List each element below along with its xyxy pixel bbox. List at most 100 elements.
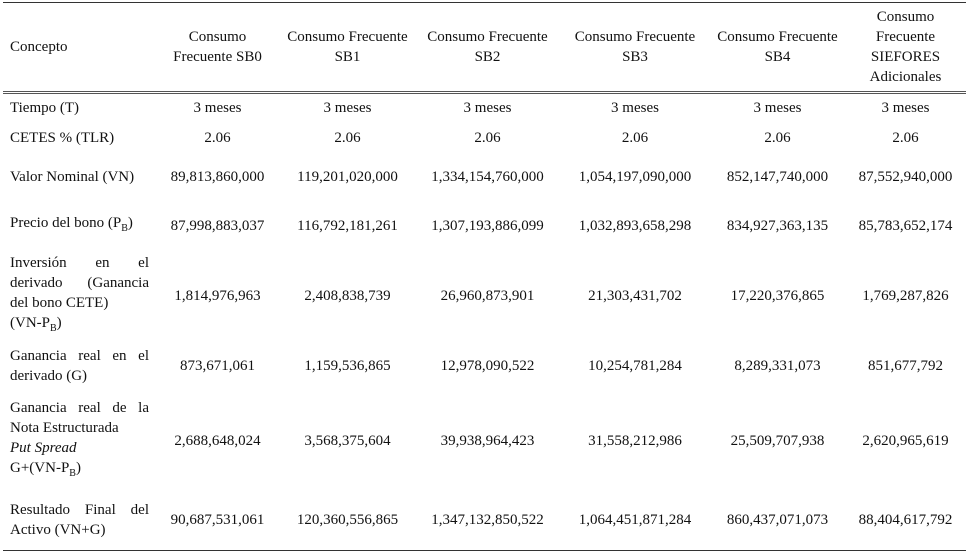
label-text: ) — [75, 459, 81, 476]
cell-value: 3 meses — [611, 100, 659, 117]
label-text: ) — [56, 314, 62, 331]
column-header: Consumo Frecuente SB4 — [717, 29, 838, 65]
cell-value: 2.06 — [204, 129, 231, 146]
cell-value: 89,813,860,000 — [170, 168, 265, 185]
table-row: Precio del bono (PB) 87,998,883,037 116,79… — [3, 201, 966, 251]
cell-value: 12,978,090,522 — [440, 357, 535, 374]
cell-value: 25,509,707,938 — [730, 432, 825, 449]
cell-value: 1,334,154,760,000 — [431, 168, 544, 185]
label-line: Inversión en el derivado (Ganancia del b… — [10, 253, 149, 313]
row-label: Tiempo (T) — [3, 93, 155, 123]
cell-value: 1,064,451,871,284 — [578, 512, 692, 529]
label-line: CETES % (TLR) — [10, 128, 149, 148]
cell-value: 1,814,976,963 — [174, 287, 261, 304]
cell-value: 2,620,965,619 — [862, 432, 949, 449]
row-label: Precio del bono (PB) — [3, 201, 155, 251]
cell-value: 1,307,193,886,099 — [431, 217, 544, 234]
label-text: Tiempo (T) — [10, 100, 80, 117]
cell-value: 873,671,061 — [180, 357, 255, 374]
cell-value: 2.06 — [474, 129, 501, 146]
table-row: Ganancia real en el derivado (G) 873,671,… — [3, 341, 966, 391]
cell-value: 834,927,363,135 — [726, 217, 829, 234]
row-label: Resultado Final del Activo (VN+G) — [3, 491, 155, 551]
cell-value: 120,360,556,865 — [296, 512, 399, 529]
table-body: Tiempo (T) 3 meses 3 meses 3 meses 3 meses 3 … — [3, 93, 966, 551]
cell-value: 39,938,964,423 — [440, 432, 535, 449]
results-table: Concepto Consumo Frecuente SB0 Consumo Fre… — [3, 2, 966, 551]
label-text: ) — [127, 214, 133, 231]
cell-value: 8,289,331,073 — [734, 357, 821, 374]
label-line: Valor Nominal (VN) — [10, 167, 149, 187]
cell-value: 87,552,940,000 — [858, 168, 953, 185]
label-text: Ganancia real en el derivado (G) — [10, 347, 149, 384]
label-text: Ganancia real de la Nota Estructurada — [10, 399, 149, 436]
column-header: Consumo Frecuente SIEFORES Adicionales — [869, 9, 942, 85]
cell-value: 21,303,431,702 — [588, 287, 682, 304]
cell-value: 1,159,536,865 — [304, 357, 391, 374]
table-row: Ganancia real de la Nota Estructurada Put… — [3, 391, 966, 491]
cell-value: 2.06 — [334, 129, 361, 146]
column-header: Consumo Frecuente SB3 — [574, 29, 696, 65]
cell-value: 3,568,375,604 — [304, 432, 391, 449]
cell-value: 2,408,838,739 — [304, 287, 391, 304]
label-text: Resultado Final del Activo (VN+G) — [10, 502, 149, 539]
label-text: B — [121, 222, 128, 234]
cell-value: 2.06 — [892, 129, 919, 146]
header-row: Concepto Consumo Frecuente SB0 Consumo Fre… — [3, 2, 966, 93]
row-label: Inversión en el derivado (Ganancia del b… — [3, 251, 155, 341]
cell-value: 3 meses — [753, 100, 802, 117]
label-line: Tiempo (T) — [10, 98, 149, 118]
cell-value: 10,254,781,284 — [588, 357, 682, 374]
label-text: B — [50, 322, 57, 334]
cell-value: 116,792,181,261 — [297, 217, 398, 234]
cell-value: 3 meses — [463, 100, 512, 117]
label-line: G+(VN-PB) — [10, 458, 149, 484]
cell-value: 860,437,071,073 — [726, 512, 829, 529]
label-line: (VN-PB) — [10, 313, 149, 339]
table-row: CETES % (TLR) 2.06 2.06 2.06 2.06 2.06 2.06 — [3, 123, 966, 153]
cell-value: 87,998,883,037 — [170, 217, 265, 234]
cell-value: 26,960,873,901 — [440, 287, 535, 304]
table-row: Valor Nominal (VN) 89,813,860,000 119,201,… — [3, 153, 966, 201]
label-line: Put Spread — [10, 438, 149, 458]
cell-value: 1,032,893,658,298 — [578, 217, 692, 234]
column-header: Consumo Frecuente SB1 — [287, 29, 408, 65]
label-line: Ganancia real en el derivado (G) — [10, 346, 149, 386]
cell-value: 88,404,617,792 — [858, 512, 953, 529]
table-row: Resultado Final del Activo (VN+G) 90,687,… — [3, 491, 966, 551]
cell-value: 3 meses — [193, 100, 242, 117]
label-text: Precio del bono (P — [10, 214, 122, 231]
cell-value: 852,147,740,000 — [726, 168, 829, 185]
column-header: Concepto — [10, 39, 68, 55]
cell-value: 851,677,792 — [868, 357, 943, 374]
cell-value: 1,347,132,850,522 — [431, 512, 544, 529]
row-label: Valor Nominal (VN) — [3, 153, 155, 201]
table-row: Tiempo (T) 3 meses 3 meses 3 meses 3 meses 3 … — [3, 93, 966, 123]
column-header: Consumo Frecuente SB0 — [173, 29, 262, 65]
cell-value: 90,687,531,061 — [170, 512, 265, 529]
cell-value: 2,688,648,024 — [174, 432, 261, 449]
label-text: (VN-P — [10, 314, 50, 331]
cell-value: 17,220,376,865 — [730, 287, 825, 304]
label-text: Valor Nominal (VN) — [10, 168, 135, 185]
label-line: Resultado Final del Activo (VN+G) — [10, 500, 149, 540]
cell-value: 1,054,197,090,000 — [578, 168, 692, 185]
label-text: G+(VN-P — [10, 459, 70, 476]
column-header: Consumo Frecuente SB2 — [427, 29, 548, 65]
row-label: Ganancia real de la Nota Estructurada Put… — [3, 391, 155, 491]
cell-value: 3 meses — [881, 100, 930, 117]
cell-value: 31,558,212,986 — [588, 432, 682, 449]
label-text: CETES % (TLR) — [10, 129, 115, 146]
table-row: Inversión en el derivado (Ganancia del b… — [3, 251, 966, 341]
cell-value: 3 meses — [323, 100, 372, 117]
cell-value: 119,201,020,000 — [297, 168, 398, 185]
cell-value: 2.06 — [621, 129, 649, 146]
cell-value: 85,783,652,174 — [858, 217, 953, 234]
label-line: Ganancia real de la Nota Estructurada — [10, 398, 149, 438]
cell-value: 2.06 — [764, 129, 791, 146]
label-text: Inversión en el derivado (Ganancia del b… — [10, 254, 149, 311]
label-text: Put Spread — [10, 439, 77, 456]
label-text: B — [69, 467, 76, 479]
cell-value: 1,769,287,826 — [862, 287, 949, 304]
